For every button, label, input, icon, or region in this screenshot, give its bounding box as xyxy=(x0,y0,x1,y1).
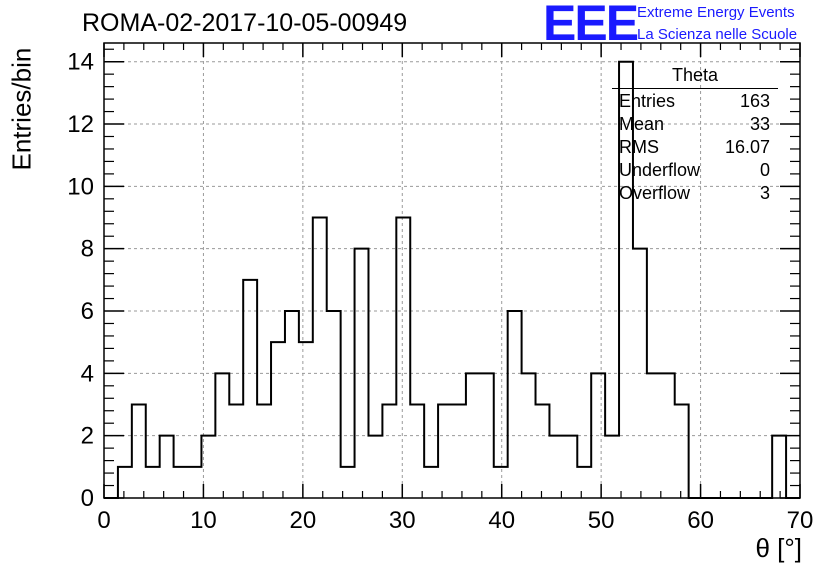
stats-label: Mean xyxy=(619,114,665,134)
plot-frame xyxy=(103,42,801,499)
stats-value: 16.07 xyxy=(724,137,770,157)
stats-row-mean: Mean 33 xyxy=(612,113,778,136)
y-tick-label: 8 xyxy=(81,236,94,263)
x-tick-label: 70 xyxy=(787,507,814,534)
stats-label: RMS xyxy=(619,137,659,157)
x-axis-label: θ [°] xyxy=(755,533,802,563)
stats-label: Underflow xyxy=(619,160,701,180)
logo-line-2: La Scienza nelle Scuole xyxy=(637,26,798,43)
axis-ticks xyxy=(103,43,801,499)
x-tick-label: 10 xyxy=(190,507,217,534)
y-tick-label: 14 xyxy=(67,49,94,76)
eee-logo: EEE xyxy=(543,0,639,51)
stats-value: 163 xyxy=(739,91,770,111)
y-tick-label: 10 xyxy=(67,173,94,200)
x-tick-label: 30 xyxy=(389,507,416,534)
x-tick-label: 50 xyxy=(588,507,615,534)
x-tick-label: 0 xyxy=(97,507,110,534)
x-tick-label: 60 xyxy=(687,507,714,534)
stats-value: 0 xyxy=(759,160,770,180)
stats-label: Overflow xyxy=(619,183,691,203)
y-tick-label: 2 xyxy=(81,423,94,450)
stats-value: 33 xyxy=(749,114,770,134)
stats-row-underflow: Underflow 0 xyxy=(612,159,778,182)
stats-row-overflow: Overflow 3 xyxy=(612,182,778,205)
chart-title: ROMA-02-2017-10-05-00949 xyxy=(82,9,408,37)
x-tick-label: 20 xyxy=(290,507,317,534)
histogram-outline xyxy=(104,60,800,499)
stats-row-rms: RMS 16.07 xyxy=(612,136,778,159)
y-tick-label: 4 xyxy=(81,360,94,387)
stats-label: Entries xyxy=(619,91,676,111)
y-axis-label: Entries/bin xyxy=(6,47,37,171)
stats-title: Theta xyxy=(612,65,778,89)
x-tick-label: 40 xyxy=(488,507,515,534)
logo-line-1: Extreme Energy Events xyxy=(637,4,795,21)
y-tick-label: 6 xyxy=(81,298,94,325)
y-tick-label: 0 xyxy=(81,485,94,512)
stats-box: Theta Entries 163 Mean 33 RMS 16.07 Unde… xyxy=(612,65,778,205)
y-tick-label: 12 xyxy=(67,111,94,138)
stats-row-entries: Entries 163 xyxy=(612,90,778,113)
stats-value: 3 xyxy=(759,183,770,203)
grid-lines xyxy=(104,43,800,498)
